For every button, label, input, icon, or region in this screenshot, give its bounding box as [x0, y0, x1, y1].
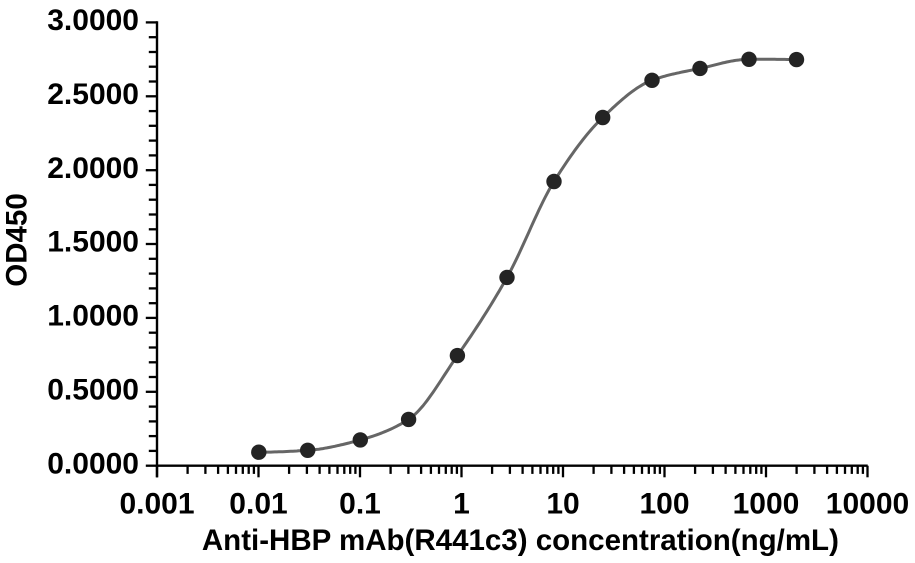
svg-text:1.0000: 1.0000	[47, 300, 139, 333]
svg-text:2.5000: 2.5000	[47, 78, 139, 111]
svg-text:2.0000: 2.0000	[47, 152, 139, 185]
svg-text:0.001: 0.001	[119, 488, 194, 521]
svg-text:10: 10	[546, 488, 579, 521]
svg-text:10000: 10000	[826, 488, 909, 521]
svg-text:OD450: OD450	[1, 193, 34, 286]
svg-text:0.0000: 0.0000	[47, 447, 139, 480]
svg-text:0.1: 0.1	[339, 488, 381, 521]
svg-text:3.0000: 3.0000	[47, 4, 139, 37]
svg-text:0.5000: 0.5000	[47, 374, 139, 407]
svg-text:1000: 1000	[733, 488, 800, 521]
svg-text:100: 100	[639, 488, 689, 521]
svg-text:1.5000: 1.5000	[47, 226, 139, 259]
svg-text:0.01: 0.01	[229, 488, 287, 521]
svg-text:1: 1	[453, 488, 470, 521]
svg-text:Anti-HBP mAb(R441c3) concentra: Anti-HBP mAb(R441c3) concentration(ng/mL…	[202, 524, 839, 557]
